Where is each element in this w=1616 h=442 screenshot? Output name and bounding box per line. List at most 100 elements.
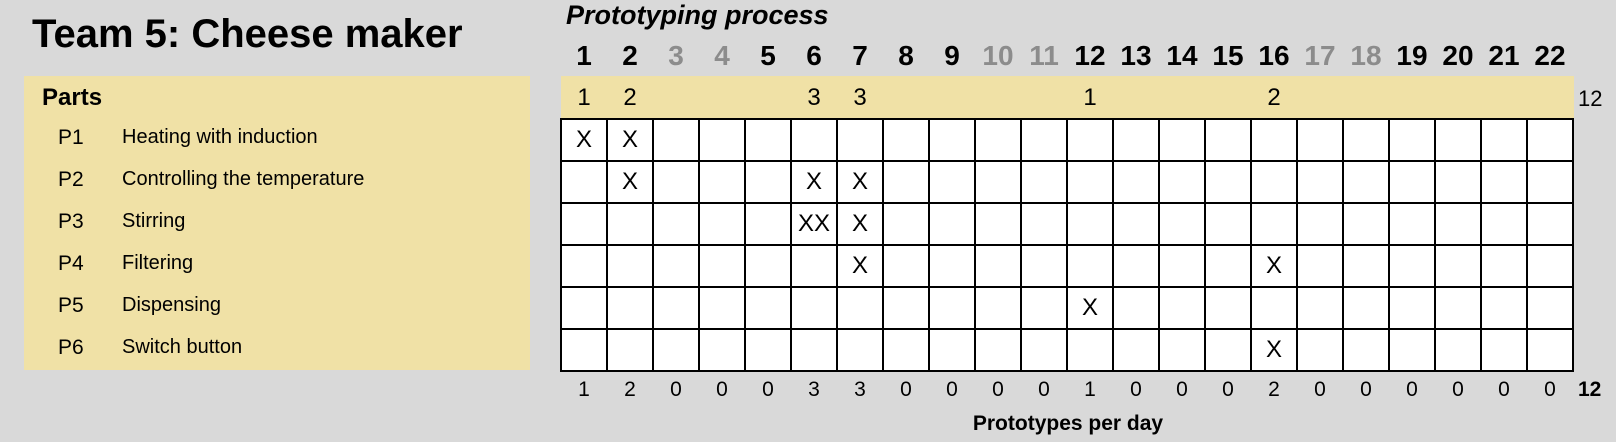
daily-count: 0: [900, 378, 912, 401]
grid-cell: [560, 286, 608, 330]
band-count: 3: [853, 84, 867, 111]
parts-panel: Parts P1 Heating with induction P2 Contr…: [24, 76, 530, 370]
grid-cell: X: [1066, 286, 1114, 330]
band-count: 2: [1267, 84, 1281, 111]
part-id: P3: [58, 210, 84, 233]
grid-cell: [1342, 118, 1390, 162]
grid-cell: [652, 286, 700, 330]
daily-count: 0: [1498, 378, 1510, 401]
band-count: 1: [1083, 84, 1097, 111]
grid-cell: [1158, 286, 1206, 330]
day-header: 6: [806, 40, 822, 71]
grid-cell: [1480, 328, 1528, 372]
grid-cell: [1388, 202, 1436, 246]
grid-cell: [1342, 286, 1390, 330]
part-id: P5: [58, 294, 84, 317]
day-header: 17: [1304, 40, 1336, 71]
grid-cell: [1250, 160, 1298, 204]
daily-count: 0: [992, 378, 1004, 401]
grid-cell: [882, 328, 930, 372]
grid-cell: [1526, 118, 1574, 162]
grid-cell: [744, 328, 792, 372]
grid-cell: XX: [790, 202, 838, 246]
grid-cell: [1480, 118, 1528, 162]
grid-cell: [1480, 160, 1528, 204]
grid-cell: [928, 202, 976, 246]
grid-cell: [1020, 328, 1068, 372]
day-header: 11: [1029, 40, 1059, 71]
grid-cell: [1526, 160, 1574, 204]
grid-cell: [652, 328, 700, 372]
grid-cell: [1020, 286, 1068, 330]
daily-count: 1: [1084, 378, 1096, 401]
grid-cell: [882, 286, 930, 330]
part-id: P1: [58, 126, 84, 149]
grid-cell: [698, 244, 746, 288]
grid-cell: [1388, 244, 1436, 288]
grid-cell: [1204, 160, 1252, 204]
grid-cell: [1342, 244, 1390, 288]
grid-cell: [698, 118, 746, 162]
grid-cell: [928, 328, 976, 372]
grid-cell: [790, 118, 838, 162]
grid-cell: [1388, 286, 1436, 330]
part-row-p3: P3 Stirring: [24, 202, 530, 244]
grid-cell: [744, 202, 792, 246]
day-header: 15: [1212, 40, 1244, 71]
part-id: P4: [58, 252, 84, 275]
day-header: 20: [1442, 40, 1474, 71]
grid-cell: [1296, 244, 1344, 288]
day-header: 5: [760, 40, 776, 71]
grid-cell: [1112, 118, 1160, 162]
grid-cell: [1296, 160, 1344, 204]
day-header: 3: [668, 40, 684, 71]
grid-cell: [744, 118, 792, 162]
grid-cell: [1526, 286, 1574, 330]
grid-cell: [1388, 118, 1436, 162]
daily-count: 0: [1452, 378, 1464, 401]
day-header: 19: [1396, 40, 1428, 71]
grid-cell: [1526, 202, 1574, 246]
grid-cell: [1250, 286, 1298, 330]
grid-cell: [882, 160, 930, 204]
grid-cell: X: [606, 118, 654, 162]
part-name: Switch button: [122, 336, 243, 358]
grid-cell: [928, 244, 976, 288]
grid-cell: [744, 244, 792, 288]
day-header: 21: [1488, 40, 1520, 71]
day-header: 4: [714, 40, 730, 71]
grid-cell: [1296, 328, 1344, 372]
grid-cell: [1296, 202, 1344, 246]
grid-cell: [1434, 286, 1482, 330]
grid-cell: [606, 328, 654, 372]
grid-cell: [1434, 202, 1482, 246]
grid-cell: [1342, 160, 1390, 204]
grid-cell: [974, 160, 1022, 204]
grid-cell: [560, 160, 608, 204]
part-row-p2: P2 Controlling the temperature: [24, 160, 530, 202]
grid-cell: X: [790, 160, 838, 204]
grid-cell: [1526, 328, 1574, 372]
prototype-grid: X X X X X XX X X X X X: [560, 118, 1574, 372]
grid-cell: [1296, 286, 1344, 330]
grid-row: X: [560, 328, 1574, 372]
day-header: 14: [1166, 40, 1198, 71]
band-count: 1: [577, 84, 591, 111]
grid-cell: [698, 328, 746, 372]
grid-cell: [1204, 244, 1252, 288]
daily-total: 12: [1578, 378, 1602, 401]
daily-count: 2: [624, 378, 636, 401]
grid-cell: [560, 202, 608, 246]
process-title: Prototyping process: [566, 0, 829, 30]
grid-cell: [652, 160, 700, 204]
grid-cell: [1066, 160, 1114, 204]
day-header: 10: [982, 40, 1014, 71]
grid-cell: [882, 202, 930, 246]
day-header: 8: [898, 40, 914, 71]
band-count: 2: [623, 84, 637, 111]
grid-cell: [560, 244, 608, 288]
day-header: 2: [622, 40, 638, 71]
grid-cell: [1112, 160, 1160, 204]
